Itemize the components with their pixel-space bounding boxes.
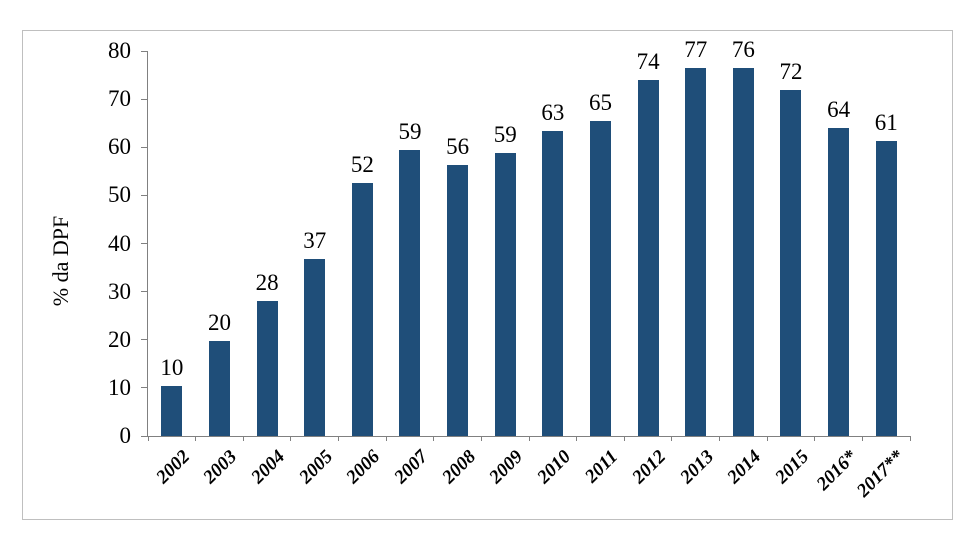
y-tick-label: 10 xyxy=(108,374,131,400)
x-tick-mark xyxy=(433,436,435,441)
bar xyxy=(685,67,707,436)
bar-value-label: 20 xyxy=(207,310,231,336)
bar-value-label: 63 xyxy=(541,100,565,126)
x-tick-mark xyxy=(385,436,387,441)
x-tick-mark xyxy=(147,436,149,441)
x-tick-mark xyxy=(528,436,530,441)
bar-value-label: 74 xyxy=(636,49,660,75)
bar-value-label: 76 xyxy=(731,36,755,62)
y-tick-mark xyxy=(141,98,147,100)
bar-value-label: 59 xyxy=(493,121,517,147)
x-tick-mark xyxy=(290,436,292,441)
y-tick-label: 60 xyxy=(108,134,131,160)
x-tick-mark xyxy=(719,436,720,441)
bar xyxy=(351,183,373,436)
bar-value-label: 52 xyxy=(350,152,374,178)
bar xyxy=(256,301,278,436)
x-tick-mark xyxy=(623,436,625,441)
y-tick-mark xyxy=(141,50,147,52)
bar-value-label: 59 xyxy=(398,119,422,145)
y-tick-mark xyxy=(141,387,147,389)
y-tick-mark xyxy=(141,435,147,437)
y-tick-label: 50 xyxy=(108,182,131,208)
y-tick-mark xyxy=(141,243,147,244)
x-tick-mark xyxy=(909,436,911,441)
x-tick-mark xyxy=(766,436,768,441)
x-tick-mark xyxy=(576,436,578,441)
y-tick-label: 20 xyxy=(108,326,131,352)
bar-value-label: 28 xyxy=(255,270,279,296)
bar-value-label: 65 xyxy=(588,89,612,115)
bar xyxy=(780,89,802,436)
bar xyxy=(732,67,754,436)
y-tick-label: 0 xyxy=(119,423,132,448)
bar-value-label: 37 xyxy=(303,227,327,253)
chart-frame: % da DPF 10 20 28 37 52 59 56 59 63 65 74 77 76 72 64 6… xyxy=(22,30,953,520)
y-tick-mark xyxy=(141,146,147,148)
bar xyxy=(637,80,659,436)
bar xyxy=(161,386,183,436)
x-tick-mark xyxy=(338,436,339,441)
x-tick-mark xyxy=(195,436,197,441)
x-tick-mark xyxy=(242,436,244,441)
bar-value-label: 56 xyxy=(446,133,470,159)
y-tick-label: 40 xyxy=(108,230,131,256)
bar xyxy=(875,140,897,436)
y-tick-label: 30 xyxy=(108,278,131,304)
y-tick-mark xyxy=(141,339,147,341)
bar xyxy=(828,127,850,436)
x-tick-mark xyxy=(814,436,816,441)
bar-value-label: 64 xyxy=(827,96,851,122)
y-tick-mark xyxy=(141,291,147,293)
bar xyxy=(447,164,469,436)
y-tick-mark xyxy=(141,194,147,196)
bar xyxy=(399,150,421,436)
y-tick-label: 70 xyxy=(108,86,131,112)
bar xyxy=(208,341,230,436)
bar xyxy=(589,120,611,436)
bar xyxy=(494,152,516,436)
x-tick-mark xyxy=(671,436,673,441)
bar-value-label: 77 xyxy=(684,36,708,62)
bar-value-label: 61 xyxy=(874,109,898,135)
y-tick-label: 80 xyxy=(108,38,131,63)
plot-area: 10 20 28 37 52 59 56 59 63 65 74 77 76 72 64 61 xyxy=(141,37,911,441)
bar xyxy=(304,258,326,436)
x-tick-mark xyxy=(861,436,863,441)
x-tick-mark xyxy=(480,436,482,441)
bar xyxy=(542,131,564,436)
bar-value-label: 72 xyxy=(779,58,803,84)
bar-value-label: 10 xyxy=(160,355,184,381)
